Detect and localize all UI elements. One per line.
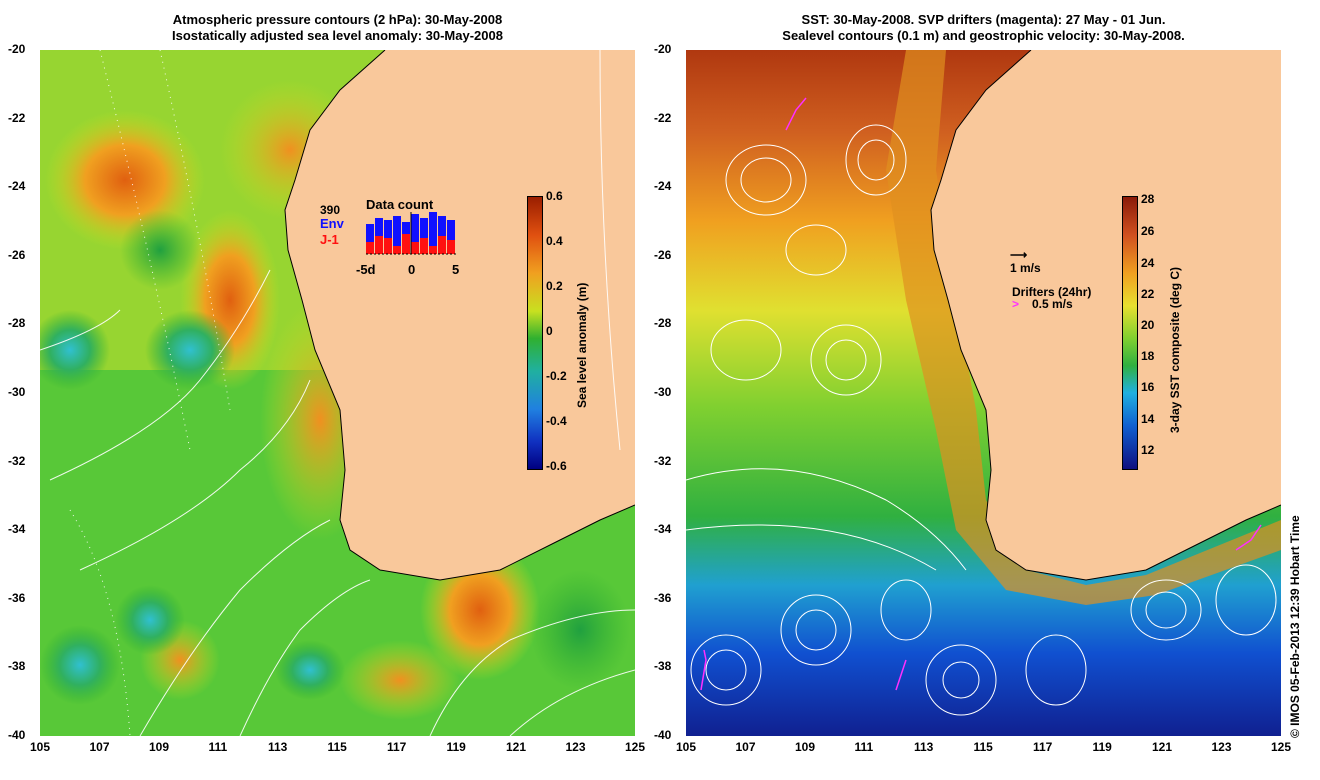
- sla-cbar-tick-1: 0.4: [546, 234, 563, 248]
- sla-cbar-tick-5: -0.4: [546, 414, 567, 428]
- right-xtick-9: 123: [1211, 740, 1232, 754]
- left-ytick-3: -26: [8, 247, 26, 262]
- sla-cbar-tick-4: -0.2: [546, 369, 567, 383]
- australia-land-sst: [931, 50, 1281, 580]
- left-xtick-5: 115: [327, 740, 347, 754]
- right-xtick-2: 109: [795, 740, 816, 754]
- left-xtick-7: 119: [446, 740, 466, 754]
- velocity-arrow: ⟶: [1010, 248, 1028, 262]
- left-ytick-4: -28: [8, 316, 26, 331]
- left-xtick-6: 117: [387, 740, 407, 754]
- right-xtick-4: 113: [914, 740, 934, 754]
- left-ytick-1: -22: [8, 110, 26, 125]
- coastline: [284, 50, 635, 581]
- left-title-line1: Atmospheric pressure contours (2 hPa): 3…: [172, 12, 503, 27]
- right-ytick-1: -22: [654, 110, 672, 125]
- sla-cbar-tick-3: 0: [546, 324, 553, 338]
- sst-cbar-tick-4: 20: [1141, 318, 1155, 332]
- left-ytick-5: -30: [8, 385, 26, 399]
- velocity-legend: 1 m/s: [1010, 261, 1041, 275]
- imos-credit: © IMOS 05-Feb-2013 12:39 Hobart Time: [1288, 515, 1302, 738]
- left-ytick-6: -32: [8, 453, 26, 468]
- sla-cbar-tick-0: 0.6: [546, 189, 563, 203]
- sst-cbar-tick-3: 22: [1141, 287, 1155, 301]
- drifter-arrow-icon: >: [1012, 297, 1020, 311]
- right-xtick-0: 105: [676, 740, 697, 754]
- svp-drifters: [700, 97, 1262, 691]
- drifters-legend-value: 0.5 m/s: [1032, 297, 1073, 311]
- left-xtick-1: 107: [89, 740, 110, 754]
- right-xtick-10: 125: [1271, 740, 1292, 754]
- sla-cbar-tick-2: 0.2: [546, 279, 563, 293]
- sst-cbar-tick-5: 18: [1141, 349, 1155, 363]
- right-xtick-3: 111: [854, 740, 874, 754]
- right-ytick-5: -30: [654, 385, 672, 399]
- left-xtick-10: 125: [625, 740, 646, 754]
- right-ytick-6: -32: [654, 453, 672, 468]
- inset-j1-label: J-1: [320, 232, 339, 247]
- australia-land: [285, 50, 635, 580]
- left-xtick-8: 121: [506, 740, 527, 754]
- left-xtick-9: 123: [565, 740, 586, 754]
- inset-count: 390: [320, 203, 341, 217]
- right-ytick-4: -28: [654, 316, 672, 331]
- j1-bars: [366, 234, 455, 254]
- inset-env-label: Env: [320, 216, 344, 231]
- inset-title: Data count: [366, 197, 434, 212]
- left-title: Atmospheric pressure contours (2 hPa): 3…: [40, 12, 635, 44]
- right-ytick-9: -38: [654, 659, 672, 674]
- right-ytick-8: -36: [654, 590, 672, 605]
- sst-cbar-label: 3-day SST composite (deg C): [1168, 266, 1182, 433]
- right-xtick-7: 119: [1092, 740, 1112, 754]
- left-xtick-0: 105: [30, 740, 51, 754]
- sealevel-contours: [686, 124, 1277, 716]
- right-title-line2: Sealevel contours (0.1 m) and geostrophi…: [782, 28, 1185, 43]
- right-title: SST: 30-May-2008. SVP drifters (magenta)…: [686, 12, 1281, 44]
- right-ytick-3: -26: [654, 247, 672, 262]
- pressure-contours: [40, 50, 635, 736]
- left-ytick-10: -40: [8, 728, 26, 742]
- left-title-line2: Isostatically adjusted sea level anomaly…: [172, 28, 503, 43]
- left-xtick-3: 111: [208, 740, 228, 754]
- left-xtick-4: 113: [268, 740, 288, 754]
- sla-cbar-label: Sea level anomaly (m): [575, 282, 589, 408]
- left-ytick-8: -36: [8, 590, 26, 605]
- sst-cbar-tick-6: 16: [1141, 380, 1155, 394]
- right-xtick-5: 115: [973, 740, 993, 754]
- sst-cbar-tick-8: 12: [1141, 443, 1155, 457]
- left-ytick-9: -38: [8, 659, 26, 674]
- right-xtick-1: 107: [735, 740, 756, 754]
- sla-colorbar: [527, 196, 543, 470]
- right-ytick-2: -24: [654, 179, 672, 194]
- sst-cbar-tick-0: 28: [1141, 192, 1155, 206]
- sea-level-anomaly-map[interactable]: [40, 50, 635, 736]
- right-ytick-7: -34: [654, 522, 672, 537]
- right-title-line1: SST: 30-May-2008. SVP drifters (magenta)…: [801, 12, 1166, 27]
- inset-xtick-1: 0: [408, 262, 416, 277]
- right-xtick-6: 117: [1033, 740, 1053, 754]
- left-ytick-0: -20: [8, 42, 26, 56]
- left-xtick-2: 109: [149, 740, 170, 754]
- data-count-histogram: [366, 212, 456, 255]
- left-ytick-2: -24: [8, 179, 26, 194]
- right-ytick-10: -40: [654, 728, 672, 742]
- inset-xtick-2: 5: [452, 262, 460, 277]
- sla-cbar-tick-6: -0.6: [546, 459, 567, 473]
- drifters-legend-title: Drifters (24hr): [1012, 285, 1092, 299]
- sst-map[interactable]: [686, 50, 1281, 736]
- sst-cbar-tick-1: 26: [1141, 224, 1155, 238]
- sst-cbar-tick-7: 14: [1141, 412, 1155, 426]
- right-xtick-8: 121: [1152, 740, 1173, 754]
- sst-cbar-tick-2: 24: [1141, 256, 1155, 270]
- inset-xtick-0: -5d: [356, 262, 376, 277]
- left-ytick-7: -34: [8, 522, 26, 537]
- sst-colorbar: [1122, 196, 1138, 470]
- right-ytick-0: -20: [654, 42, 672, 56]
